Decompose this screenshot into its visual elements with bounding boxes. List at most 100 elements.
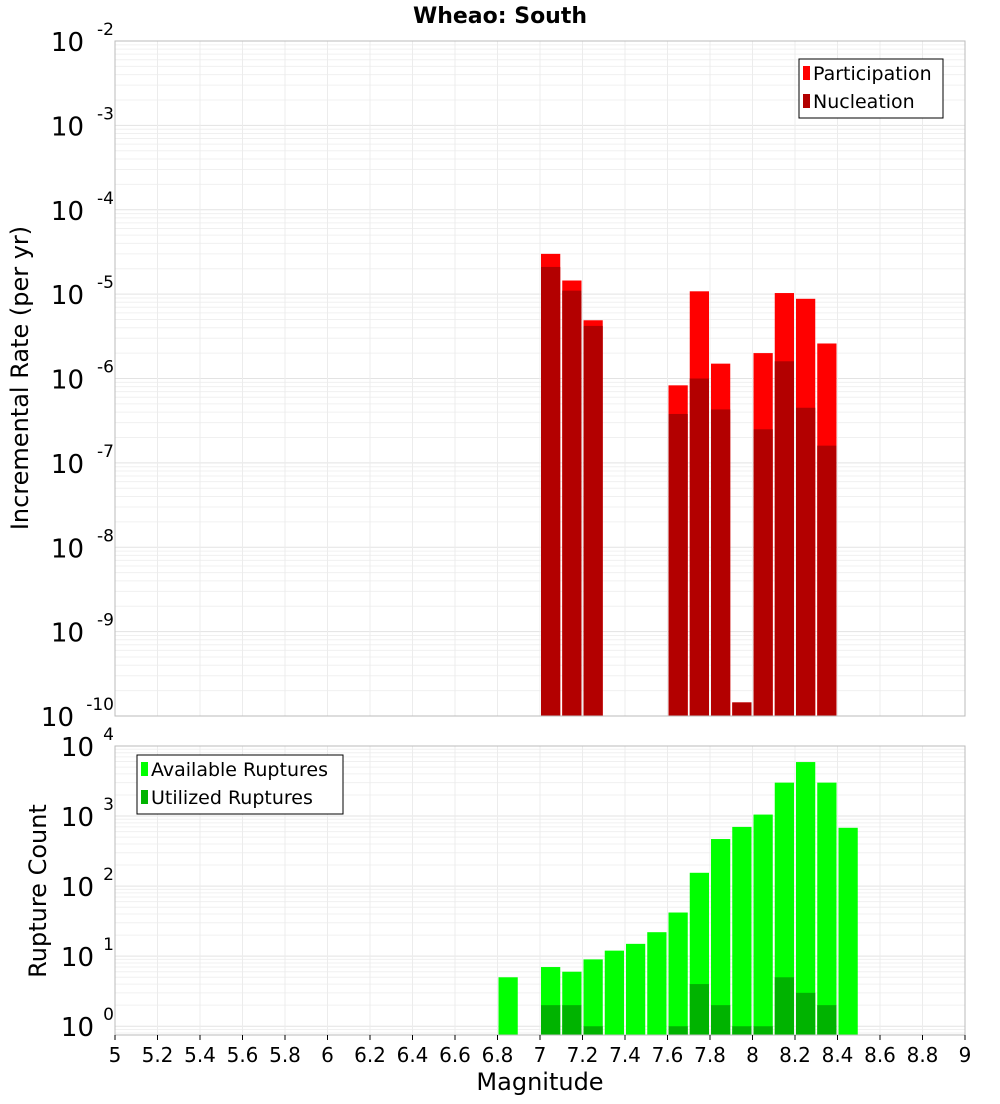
bar-available-ruptures bbox=[817, 782, 837, 1035]
y-tick-base: 10 bbox=[61, 1013, 94, 1043]
bar-available-ruptures bbox=[626, 943, 646, 1035]
x-tick-label: 5.4 bbox=[184, 1043, 216, 1067]
bar-nucleation bbox=[562, 290, 582, 716]
bar-nucleation bbox=[796, 407, 816, 716]
legend-label: Available Ruptures bbox=[151, 759, 328, 781]
bar-utilized-ruptures bbox=[796, 992, 816, 1035]
legend-label: Utilized Ruptures bbox=[151, 787, 313, 809]
legend-swatch bbox=[803, 66, 810, 80]
y-tick-label: 10 -5 bbox=[51, 273, 114, 311]
x-tick-label: 8 bbox=[746, 1043, 759, 1067]
y-tick-base: 10 bbox=[51, 366, 84, 396]
bar-utilized-ruptures bbox=[583, 1026, 603, 1035]
legend-swatch bbox=[141, 790, 148, 804]
top-y-tick-labels: 10 -10 10 -9 10 -8 10 -7 10 -6 10 -5 10 -4 10 -3 10 -2 bbox=[41, 20, 114, 733]
y-tick-base: 10 bbox=[51, 112, 84, 142]
legend-swatch bbox=[141, 762, 148, 776]
y-tick-label: 10 -8 bbox=[51, 526, 114, 564]
x-tick-label: 5 bbox=[109, 1043, 122, 1067]
bar-available-ruptures bbox=[774, 782, 794, 1035]
bar-nucleation bbox=[541, 266, 561, 716]
x-tick-label: 5.6 bbox=[227, 1043, 259, 1067]
bar-nucleation bbox=[753, 429, 773, 716]
bar-utilized-ruptures bbox=[668, 1026, 688, 1035]
x-tick-label: 6.4 bbox=[397, 1043, 429, 1067]
bar-available-ruptures bbox=[732, 826, 752, 1035]
x-tick-label: 7.8 bbox=[694, 1043, 726, 1067]
legend-swatch bbox=[803, 94, 810, 108]
y-tick-label: 10 -9 bbox=[51, 611, 114, 649]
bar-utilized-ruptures bbox=[689, 984, 709, 1035]
y-tick-base: 10 bbox=[51, 281, 84, 311]
y-tick-base: 10 bbox=[61, 733, 94, 763]
x-axis-label: Magnitude bbox=[476, 1068, 603, 1096]
y-tick-exponent: 0 bbox=[103, 1005, 114, 1025]
bar-available-ruptures bbox=[753, 814, 773, 1035]
bar-utilized-ruptures bbox=[753, 1026, 773, 1035]
y-tick-exponent: -10 bbox=[86, 695, 114, 715]
y-tick-label: 10 -6 bbox=[51, 358, 114, 396]
y-tick-exponent: -6 bbox=[97, 358, 114, 378]
bar-nucleation bbox=[711, 409, 731, 716]
x-tick-label: 5.2 bbox=[142, 1043, 174, 1067]
bar-nucleation bbox=[583, 325, 603, 716]
bar-utilized-ruptures bbox=[817, 1005, 837, 1035]
bar-nucleation bbox=[689, 378, 709, 716]
x-tick-label: 8.2 bbox=[779, 1043, 811, 1067]
y-tick-exponent: 4 bbox=[103, 725, 114, 745]
bar-utilized-ruptures bbox=[541, 1005, 561, 1035]
y-tick-base: 10 bbox=[51, 28, 84, 58]
y-tick-label: 10 -10 bbox=[41, 695, 114, 733]
bar-utilized-ruptures bbox=[711, 1005, 731, 1035]
bar-available-ruptures bbox=[796, 762, 816, 1035]
bar-utilized-ruptures bbox=[774, 977, 794, 1035]
y-tick-base: 10 bbox=[41, 703, 74, 733]
y-tick-exponent: -5 bbox=[97, 273, 114, 293]
legend-box bbox=[136, 754, 344, 815]
x-tick-labels: 5 5.2 5.4 5.6 5.8 6 6.2 6.4 6.6 6.8 7 7.2 7.4 7.6 7.8 8… bbox=[109, 1035, 972, 1067]
x-tick-label: 8.8 bbox=[907, 1043, 939, 1067]
y-tick-label: 10 2 bbox=[61, 865, 114, 903]
y-tick-label: 10 -3 bbox=[51, 104, 114, 142]
x-tick-label: 7.6 bbox=[652, 1043, 684, 1067]
y-tick-exponent: -9 bbox=[97, 611, 114, 631]
y-tick-base: 10 bbox=[51, 619, 84, 649]
bottom-plot-bars bbox=[498, 762, 858, 1035]
y-tick-exponent: 3 bbox=[103, 795, 114, 815]
y-tick-label: 10 -7 bbox=[51, 442, 114, 480]
y-tick-base: 10 bbox=[51, 197, 84, 227]
x-tick-label: 6.8 bbox=[482, 1043, 514, 1067]
y-tick-exponent: -3 bbox=[97, 104, 114, 124]
bar-available-ruptures bbox=[647, 932, 667, 1035]
x-tick-label: 7.4 bbox=[609, 1043, 641, 1067]
x-tick-label: 8.6 bbox=[864, 1043, 896, 1067]
y-tick-label: 10 4 bbox=[61, 725, 114, 763]
y-tick-exponent: -2 bbox=[97, 20, 114, 40]
y-tick-base: 10 bbox=[61, 803, 94, 833]
y-tick-label: 10 -2 bbox=[51, 20, 114, 58]
bar-nucleation bbox=[774, 361, 794, 716]
x-tick-label: 7.2 bbox=[567, 1043, 599, 1067]
y-tick-base: 10 bbox=[61, 873, 94, 903]
x-tick-label: 8.4 bbox=[822, 1043, 854, 1067]
y-tick-exponent: -4 bbox=[97, 189, 114, 209]
bar-available-ruptures bbox=[838, 827, 858, 1035]
x-tick-label: 9 bbox=[959, 1043, 972, 1067]
y-tick-label: 10 1 bbox=[61, 935, 114, 973]
bar-available-ruptures bbox=[711, 839, 731, 1035]
top-plot-frame bbox=[114, 40, 966, 717]
x-tick-label: 6.6 bbox=[439, 1043, 471, 1067]
bottom-y-axis-label: Rupture Count bbox=[24, 804, 52, 978]
y-tick-exponent: 1 bbox=[103, 935, 114, 955]
legend-box bbox=[798, 58, 944, 119]
y-tick-base: 10 bbox=[51, 534, 84, 564]
bottom-y-tick-labels: 10 0 10 1 10 2 10 3 10 4 bbox=[61, 725, 114, 1043]
chart-title: Wheao: South bbox=[413, 4, 587, 29]
top-y-axis-label: Incremental Rate (per yr) bbox=[6, 226, 34, 530]
y-tick-exponent: 2 bbox=[103, 865, 114, 885]
bar-available-ruptures bbox=[604, 950, 624, 1035]
top-plot-gridlines bbox=[114, 41, 966, 717]
x-tick-label: 7 bbox=[534, 1043, 547, 1067]
